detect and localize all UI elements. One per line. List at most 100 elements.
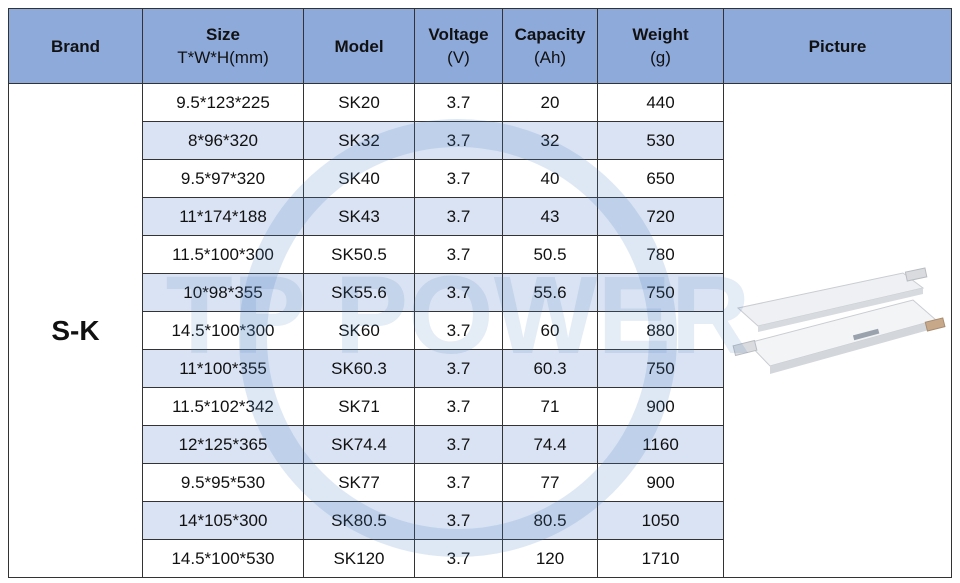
cell: 750 [597, 273, 724, 312]
cell: SK80.5 [303, 501, 415, 540]
battery-picture [732, 267, 946, 374]
cell: 10*98*355 [142, 273, 304, 312]
cell: 440 [597, 83, 724, 122]
cell: 3.7 [414, 539, 503, 578]
cell: SK55.6 [303, 273, 415, 312]
cell: 9.5*95*530 [142, 463, 304, 502]
table-body: S-K 9.5*123*225 SK20 3.7 20 440 8*96*320 SK32 3… [8, 83, 952, 578]
cell: 650 [597, 159, 724, 198]
cell: 32 [502, 121, 598, 160]
cell: 8*96*320 [142, 121, 304, 160]
cell: 11.5*102*342 [142, 387, 304, 426]
cell: 3.7 [414, 121, 503, 160]
table-row: 10*98*355 SK55.6 3.7 55.6 750 [9, 273, 952, 312]
cell: 3.7 [414, 501, 503, 540]
table-row: S-K 9.5*123*225 SK20 3.7 20 440 [8, 83, 952, 578]
cell: 40 [502, 159, 598, 198]
battery-back [736, 267, 927, 332]
battery-front [732, 299, 946, 374]
cell: SK43 [303, 197, 415, 236]
header-cell: Weight (g) [597, 8, 724, 84]
table-row: 14.5*100*300 SK60 3.7 60 880 [9, 311, 952, 350]
cell: 1710 [597, 539, 724, 578]
cell: 11.5*100*300 [142, 235, 304, 274]
header-cell: Brand [8, 8, 143, 84]
header-cell: Voltage (V) [414, 8, 503, 84]
table-row: 14*105*300 SK80.5 3.7 80.5 1050 [9, 501, 952, 540]
header-title: Capacity [514, 25, 586, 44]
cell: 9.5*97*320 [142, 159, 304, 198]
cell: 3.7 [414, 349, 503, 388]
cell: 74.4 [502, 425, 598, 464]
cell: 3.7 [414, 425, 503, 464]
cell: 50.5 [502, 235, 598, 274]
header-title: Model [334, 36, 384, 56]
cell: 3.7 [414, 235, 503, 274]
cell: 720 [597, 197, 724, 236]
cell: 3.7 [414, 83, 503, 122]
cell: 14.5*100*300 [142, 311, 304, 350]
table-row: 11.5*102*342 SK71 3.7 71 900 [9, 387, 952, 426]
cell: 77 [502, 463, 598, 502]
table-row: 9.5*95*530 SK77 3.7 77 900 [9, 463, 952, 502]
picture-cell [723, 83, 952, 578]
cell: SK40 [303, 159, 415, 198]
header-title: Size [205, 25, 241, 44]
cell: 900 [597, 387, 724, 426]
header-unit: (V) [447, 48, 470, 67]
cell: SK71 [303, 387, 415, 426]
cell: SK32 [303, 121, 415, 160]
table-wrap: Brand Size T*W*H(mm) Model Voltage (V) Capacit… [8, 8, 952, 578]
header-unit: (Ah) [533, 48, 567, 67]
header-unit: T*W*H(mm) [177, 48, 269, 67]
cell: 14.5*100*530 [142, 539, 304, 578]
header-row: Brand Size T*W*H(mm) Model Voltage (V) Capacit… [8, 8, 952, 84]
cell: 60.3 [502, 349, 598, 388]
cell: 3.7 [414, 463, 503, 502]
cell: 3.7 [414, 197, 503, 236]
cell: SK60.3 [303, 349, 415, 388]
cell: SK74.4 [303, 425, 415, 464]
cell: 55.6 [502, 273, 598, 312]
brand-cell: S-K [8, 83, 143, 578]
cell: 120 [502, 539, 598, 578]
cell: SK120 [303, 539, 415, 578]
cell: 750 [597, 349, 724, 388]
cell: 80.5 [502, 501, 598, 540]
header-unit: (g) [650, 48, 671, 67]
cell: 880 [597, 311, 724, 350]
cell: 71 [502, 387, 598, 426]
cell: SK50.5 [303, 235, 415, 274]
cell: 12*125*365 [142, 425, 304, 464]
spec-table: Brand Size T*W*H(mm) Model Voltage (V) Capacit… [8, 8, 952, 578]
cell: 9.5*123*225 [142, 83, 304, 122]
cell: 11*174*188 [142, 197, 304, 236]
header-cell: Capacity (Ah) [502, 8, 598, 84]
cell: 11*100*355 [142, 349, 304, 388]
table-row: 8*96*320 SK32 3.7 32 530 [9, 121, 952, 160]
header-title: Brand [50, 36, 101, 56]
cell: 1050 [597, 501, 724, 540]
cell: 3.7 [414, 387, 503, 426]
cell: 1160 [597, 425, 724, 464]
table-row: 9.5*97*320 SK40 3.7 40 650 [9, 159, 952, 198]
header-cell: Model [303, 8, 415, 84]
table-row: 14.5*100*530 SK120 3.7 120 1710 [9, 539, 952, 578]
header-title: Picture [808, 36, 867, 56]
table-row: 12*125*365 SK74.4 3.7 74.4 1160 [9, 425, 952, 464]
cell: 43 [502, 197, 598, 236]
header-cell: Picture [723, 8, 952, 84]
header-cell: Size T*W*H(mm) [142, 8, 304, 84]
cell: 780 [597, 235, 724, 274]
cell: 3.7 [414, 273, 503, 312]
cell: 14*105*300 [142, 501, 304, 540]
cell: 3.7 [414, 159, 503, 198]
cell: SK77 [303, 463, 415, 502]
header-title: Weight [632, 25, 689, 44]
cell: 20 [502, 83, 598, 122]
cell: 3.7 [414, 311, 503, 350]
cell: 60 [502, 311, 598, 350]
cell: 530 [597, 121, 724, 160]
cell: SK20 [303, 83, 415, 122]
